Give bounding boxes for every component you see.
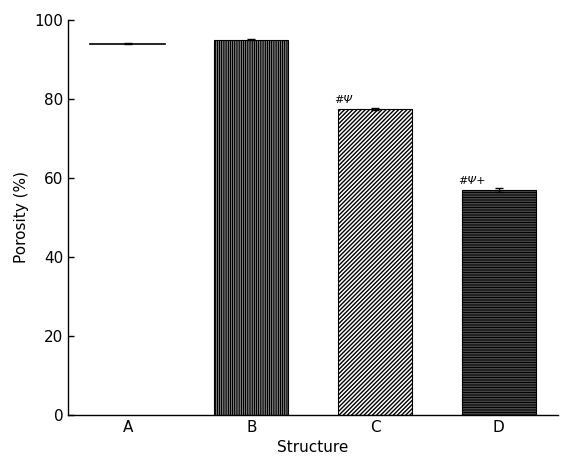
- Bar: [214, 39, 288, 415]
- Text: #Ψ+: #Ψ+: [458, 176, 486, 186]
- Bar: [90, 44, 165, 415]
- Text: #Ψ: #Ψ: [334, 95, 352, 105]
- Bar: [462, 189, 536, 415]
- X-axis label: Structure: Structure: [277, 440, 349, 455]
- Bar: [338, 109, 412, 415]
- Y-axis label: Porosity (%): Porosity (%): [14, 171, 29, 263]
- Bar: [338, 109, 412, 415]
